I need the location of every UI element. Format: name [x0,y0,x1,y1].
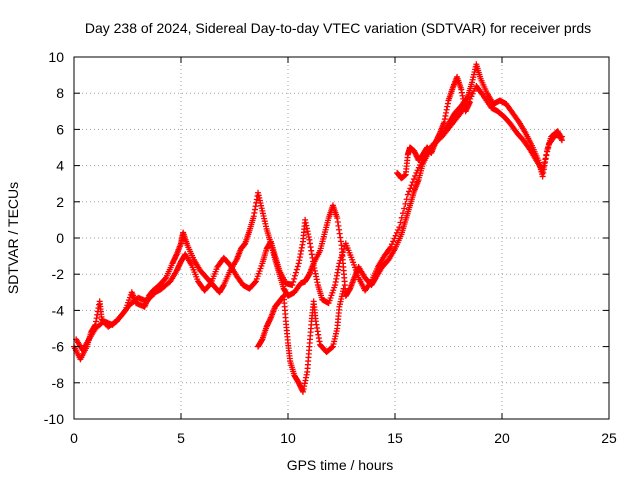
data-point-marker [545,144,552,151]
y-tick-label: -2 [52,266,65,282]
data-point-marker [392,232,399,239]
y-tick-label: 8 [56,85,64,101]
data-point-marker [290,278,297,285]
data-point-marker [391,235,398,242]
chart-title: Day 238 of 2024, Sidereal Day-to-day VTE… [85,20,591,36]
data-point-marker [558,133,565,140]
y-axis-label: SDTVAR / TECUs [5,182,21,294]
data-point-marker [463,95,470,102]
y-tick-label: -10 [44,411,64,427]
x-tick-label: 0 [70,430,78,446]
data-point-marker [337,257,344,264]
data-point-marker [292,272,299,279]
series-trace-3 [255,285,347,395]
y-tick-label: 4 [56,158,64,174]
data-point-marker [544,148,551,155]
data-point-marker [543,152,550,159]
y-tick-label: 0 [56,230,64,246]
data-point-marker [401,205,408,212]
data-point-marker [395,226,402,233]
x-tick-label: 15 [387,430,403,446]
data-point-marker [409,179,416,186]
data-point-marker [293,266,300,273]
data-point-marker [404,191,411,198]
data-point-marker [407,185,414,192]
y-tick-label: -8 [52,375,65,391]
data-point-marker [390,238,397,245]
data-point-marker [251,279,258,286]
data-points [71,61,565,395]
data-point-marker [289,282,296,289]
data-point-marker [386,245,393,252]
data-point-marker [340,246,347,253]
data-point-marker [367,279,374,286]
data-point-marker [292,269,299,276]
data-point-marker [398,214,405,221]
data-point-marker [410,176,417,183]
data-point-marker [542,156,549,163]
series-trace-4 [394,73,473,182]
data-point-marker [396,224,403,231]
x-tick-label: 25 [601,430,617,446]
data-point-marker [387,244,394,251]
x-tick-label: 10 [280,430,296,446]
data-point-marker [412,172,419,179]
data-point-marker [340,285,347,292]
data-point-marker [402,200,409,207]
data-point-marker [399,210,406,217]
data-point-marker [336,260,343,267]
data-point-marker [478,90,485,97]
data-point-marker [338,254,345,261]
x-tick-label: 20 [494,430,510,446]
axis-ticks: 0 5 10 15 20 25 -10 -8 -6 -4 -2 0 2 4 6 8 10 [44,49,617,446]
data-point-marker [406,188,413,195]
data-point-marker [329,344,336,351]
y-tick-label: 6 [56,121,64,137]
data-point-marker [393,229,400,236]
data-point-marker [291,275,298,282]
y-tick-label: -4 [52,302,65,318]
y-tick-label: 10 [48,49,64,65]
data-point-marker [539,168,546,175]
y-tick-label: -6 [52,339,65,355]
series-trace-2 [73,82,565,354]
y-tick-label: 2 [56,194,64,210]
data-point-marker [340,248,347,255]
data-point-marker [541,160,548,167]
data-point-marker [294,263,301,270]
data-point-marker [388,241,395,248]
data-point-marker [397,219,404,226]
data-point-marker [162,275,169,282]
x-tick-label: 5 [177,430,185,446]
data-point-marker [339,251,346,258]
data-point-marker [207,281,214,288]
data-point-marker [466,99,473,106]
data-point-marker [408,182,415,189]
data-point-marker [403,196,410,203]
x-axis-label: GPS time / hours [287,457,394,473]
data-point-marker [540,164,547,171]
